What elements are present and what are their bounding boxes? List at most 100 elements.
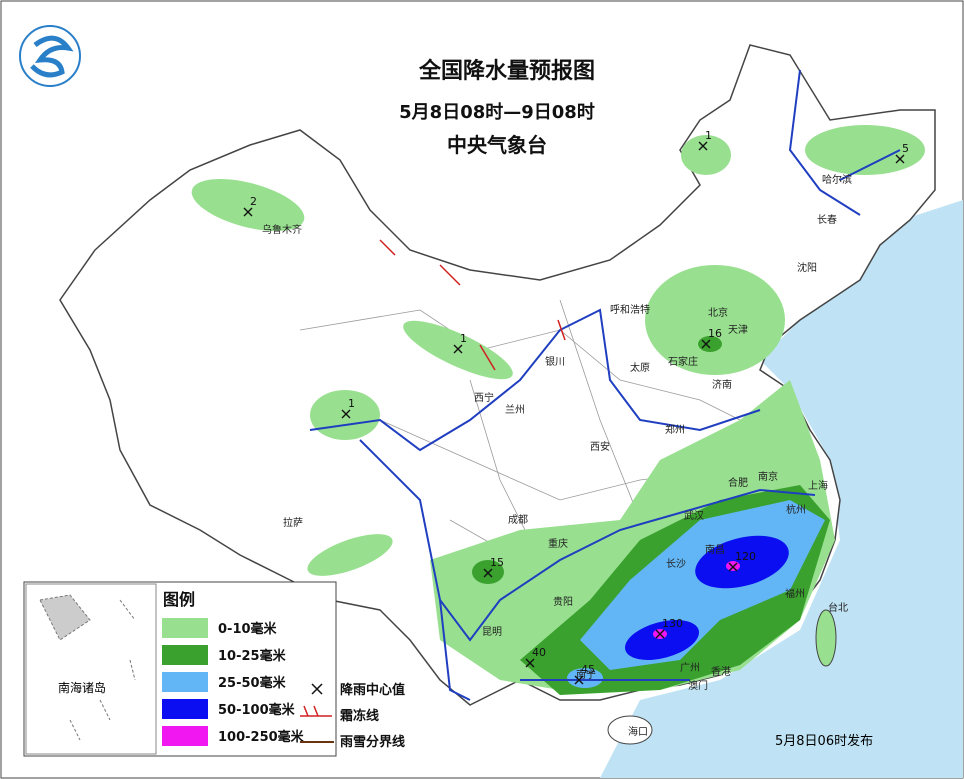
legend-symbol: 霜冻线 bbox=[339, 708, 379, 724]
yangtze-river bbox=[359, 439, 816, 642]
legend-swatch bbox=[162, 699, 208, 719]
city-label: 兰州 bbox=[505, 403, 525, 416]
hainan bbox=[607, 715, 653, 745]
city-label: 福州 bbox=[785, 587, 805, 600]
city-label: 郑州 bbox=[665, 423, 685, 436]
city-label: 重庆 bbox=[548, 537, 568, 550]
center-marker bbox=[698, 141, 708, 151]
center-value: 1 bbox=[348, 397, 355, 410]
rain-area bbox=[191, 178, 305, 232]
center-value: 16 bbox=[708, 327, 722, 340]
city-label: 合肥 bbox=[728, 476, 748, 489]
city-label: 长沙 bbox=[666, 558, 686, 570]
rain-area bbox=[695, 535, 789, 589]
legend-symbol: 雨雪分界线 bbox=[340, 734, 405, 750]
city-label: 香港 bbox=[711, 666, 731, 678]
south-rivers bbox=[439, 599, 690, 701]
center-marker bbox=[728, 562, 738, 572]
city-label: 海口 bbox=[628, 725, 648, 738]
logo-mark bbox=[30, 35, 74, 78]
city-label: 石家庄 bbox=[668, 355, 698, 368]
legend-label: 25-50毫米 bbox=[218, 675, 287, 691]
frost-line bbox=[379, 239, 566, 371]
city-label: 西安 bbox=[590, 440, 610, 453]
city-label: 成都 bbox=[508, 514, 528, 526]
city-label: 杭州 bbox=[786, 503, 806, 516]
center-value: 1 bbox=[705, 129, 712, 142]
cities: 乌鲁木齐 哈尔滨 长春 沈阳 呼和浩特 北京 天津 石家庄 太原 济南 银川 西… bbox=[262, 173, 852, 738]
agency: 中央气象台 bbox=[447, 133, 547, 157]
city-label: 澳门 bbox=[688, 679, 708, 692]
city-label: 乌鲁木齐 bbox=[262, 223, 302, 236]
center-marker bbox=[483, 568, 493, 578]
legend-swatch bbox=[162, 645, 208, 665]
city-label: 济南 bbox=[712, 378, 732, 391]
center-value: 5 bbox=[902, 142, 909, 155]
city-label: 昆明 bbox=[482, 626, 502, 638]
legend-title: 图例 bbox=[163, 590, 195, 609]
rain-areas bbox=[191, 125, 925, 695]
city-label: 广州 bbox=[680, 662, 700, 674]
logo bbox=[19, 25, 81, 87]
rain-area bbox=[403, 320, 513, 380]
center-value: 2 bbox=[250, 195, 257, 208]
rain-area bbox=[698, 336, 722, 352]
center-value: 1 bbox=[460, 332, 467, 345]
city-label: 台北 bbox=[828, 601, 848, 614]
city-label: 拉萨 bbox=[283, 516, 303, 529]
legend: 南海诸岛 图例 0-10毫米 10-25毫米 25-50毫米 50-100毫米 100-… bbox=[23, 581, 405, 757]
yellow-river bbox=[309, 308, 761, 452]
legend-label: 100-250毫米 bbox=[218, 729, 305, 745]
title: 全国降水量预报图 bbox=[418, 58, 595, 84]
center-marker bbox=[341, 409, 351, 419]
rain-area bbox=[625, 620, 699, 660]
city-label: 武汉 bbox=[684, 509, 704, 522]
city-label: 天津 bbox=[728, 324, 748, 336]
center-marker bbox=[525, 658, 535, 668]
legend-label: 10-25毫米 bbox=[218, 648, 287, 664]
city-label: 北京 bbox=[708, 306, 728, 319]
period: 5月8日08时—9日08时 bbox=[399, 102, 595, 123]
city-label: 银川 bbox=[545, 355, 565, 368]
city-label: 沈阳 bbox=[797, 261, 817, 274]
center-value: 15 bbox=[490, 556, 504, 569]
center-value: 45 bbox=[581, 663, 595, 676]
frost-lines bbox=[379, 239, 566, 371]
center-value: 130 bbox=[662, 617, 683, 630]
city-label: 上海 bbox=[808, 479, 828, 492]
city-label: 南昌 bbox=[705, 543, 725, 556]
city-label: 贵阳 bbox=[553, 595, 573, 608]
center-marker bbox=[701, 339, 711, 349]
city-label: 太原 bbox=[630, 361, 650, 374]
center-symbol bbox=[311, 683, 323, 695]
city-label: 呼和浩特 bbox=[610, 304, 650, 316]
inset-islands bbox=[39, 594, 136, 741]
legend-label: 50-100毫米 bbox=[218, 702, 296, 718]
center-marker bbox=[453, 344, 463, 354]
center-marker bbox=[574, 675, 584, 685]
center-value: 120 bbox=[735, 550, 756, 563]
city-label: 长春 bbox=[817, 214, 837, 226]
legend-symbol: 降雨中心值 bbox=[340, 682, 405, 698]
rain-area bbox=[472, 560, 504, 584]
legend-swatch bbox=[162, 618, 208, 638]
center-marker bbox=[243, 207, 253, 217]
legend-swatch bbox=[162, 726, 208, 746]
city-label: 西宁 bbox=[474, 391, 494, 404]
inset-label: 南海诸岛 bbox=[58, 680, 106, 695]
frost-symbol bbox=[300, 705, 332, 717]
rain-area bbox=[645, 265, 785, 375]
center-marker bbox=[655, 629, 665, 639]
city-label: 哈尔滨 bbox=[822, 173, 852, 186]
issue-time: 5月8日06时发布 bbox=[775, 733, 873, 749]
northeast-rivers bbox=[788, 69, 901, 216]
city-label: 南京 bbox=[758, 470, 778, 483]
center-value: 40 bbox=[532, 646, 546, 659]
rain-area bbox=[681, 135, 731, 175]
rain-area bbox=[805, 125, 925, 175]
center-marker bbox=[895, 154, 905, 164]
legend-label: 0-10毫米 bbox=[218, 621, 278, 637]
rivers bbox=[309, 69, 901, 701]
legend-levels: 0-10毫米 10-25毫米 25-50毫米 50-100毫米 100-250毫米 bbox=[162, 618, 305, 746]
